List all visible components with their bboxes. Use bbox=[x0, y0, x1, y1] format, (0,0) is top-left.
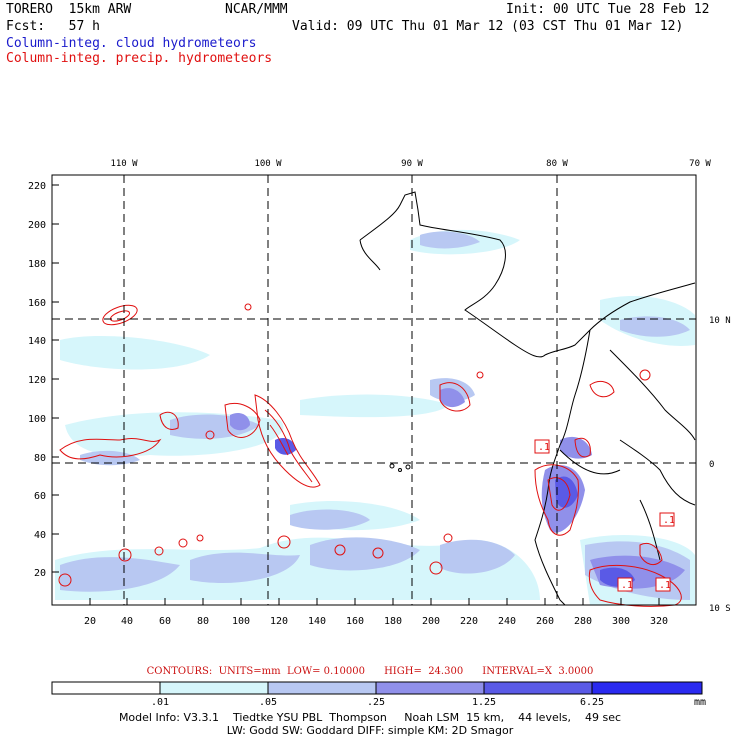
contour-label: .1 bbox=[538, 442, 550, 453]
lat-label: 10 N bbox=[709, 316, 731, 326]
x-tick-label: 140 bbox=[308, 616, 326, 627]
y-tick-label: 100 bbox=[28, 414, 46, 425]
colorbar-label: .01 bbox=[151, 697, 170, 708]
precip-contours bbox=[58, 303, 682, 607]
field-precip-label: Column-integ. precip. hydrometeors bbox=[6, 51, 273, 66]
init-time: Init: 00 UTC Tue 28 Feb 12 bbox=[506, 2, 710, 17]
y-tick-label: 120 bbox=[28, 375, 46, 386]
x-axis-ticks bbox=[89, 598, 660, 605]
x-tick-label: 180 bbox=[384, 616, 402, 627]
x-tick-label: 60 bbox=[159, 616, 171, 627]
lon-label: 100 W bbox=[254, 159, 282, 169]
y-axis-ticks bbox=[52, 184, 59, 573]
lon-label: 70 W bbox=[689, 159, 711, 169]
contour-labels: .1 .1 .1 .1 bbox=[534, 439, 675, 592]
x-tick-label: 120 bbox=[270, 616, 288, 627]
model-title: TORERO 15km ARW bbox=[6, 2, 132, 17]
contour-label: .1 bbox=[621, 580, 633, 591]
lon-label: 90 W bbox=[401, 159, 423, 169]
y-tick-label: 60 bbox=[34, 491, 46, 502]
lon-label: 110 W bbox=[110, 159, 138, 169]
org-label: NCAR/MMM bbox=[225, 2, 288, 17]
x-tick-label: 20 bbox=[84, 616, 96, 627]
coastlines bbox=[359, 191, 696, 606]
y-tick-label: 20 bbox=[34, 568, 46, 579]
valid-time: Valid: 09 UTC Thu 01 Mar 12 (03 CST Thu … bbox=[292, 19, 684, 34]
lon-label: 80 W bbox=[546, 159, 568, 169]
colorbar bbox=[51, 681, 703, 695]
forecast-hour: Fcst: 57 h bbox=[6, 19, 100, 34]
lat-label: 10 S bbox=[709, 604, 731, 614]
colorbar-unit: mm bbox=[694, 697, 707, 708]
model-info-line2: LW: Godd SW: Goddard DIFF: simple KM: 2D… bbox=[226, 724, 514, 737]
lat-label: 0 bbox=[709, 460, 714, 470]
y-tick-label: 140 bbox=[28, 336, 46, 347]
contour-label: .1 bbox=[663, 515, 675, 526]
x-tick-label: 80 bbox=[197, 616, 209, 627]
x-tick-label: 320 bbox=[650, 616, 668, 627]
y-tick-label: 200 bbox=[28, 220, 46, 231]
y-tick-label: 180 bbox=[28, 259, 46, 270]
y-tick-label: 220 bbox=[28, 181, 46, 192]
map-frame bbox=[51, 174, 697, 606]
x-tick-label: 200 bbox=[422, 616, 440, 627]
x-tick-label: 220 bbox=[460, 616, 478, 627]
latlon-grid bbox=[52, 175, 696, 605]
x-tick-label: 40 bbox=[121, 616, 133, 627]
x-tick-label: 260 bbox=[536, 616, 554, 627]
model-info-line1: Model Info: V3.3.1 Tiedtke YSU PBL Thomp… bbox=[118, 711, 622, 724]
field-cloud-label: Column-integ. cloud hydrometeors bbox=[6, 36, 257, 51]
x-tick-label: 100 bbox=[232, 616, 250, 627]
colorbar-label: .25 bbox=[367, 697, 386, 708]
x-tick-label: 160 bbox=[346, 616, 364, 627]
colorbar-label: 6.25 bbox=[580, 697, 605, 708]
contours-summary: CONTOURS: UNITS=mm LOW= 0.10000 HIGH= 24… bbox=[146, 666, 594, 677]
x-tick-label: 280 bbox=[574, 616, 592, 627]
x-tick-label: 300 bbox=[612, 616, 630, 627]
y-tick-label: 80 bbox=[34, 453, 46, 464]
y-tick-label: 40 bbox=[34, 530, 46, 541]
x-tick-label: 240 bbox=[498, 616, 516, 627]
y-tick-label: 160 bbox=[28, 298, 46, 309]
colorbar-label: .05 bbox=[259, 697, 278, 708]
contour-label: .1 bbox=[659, 580, 671, 591]
colorbar-label: 1.25 bbox=[472, 697, 497, 708]
